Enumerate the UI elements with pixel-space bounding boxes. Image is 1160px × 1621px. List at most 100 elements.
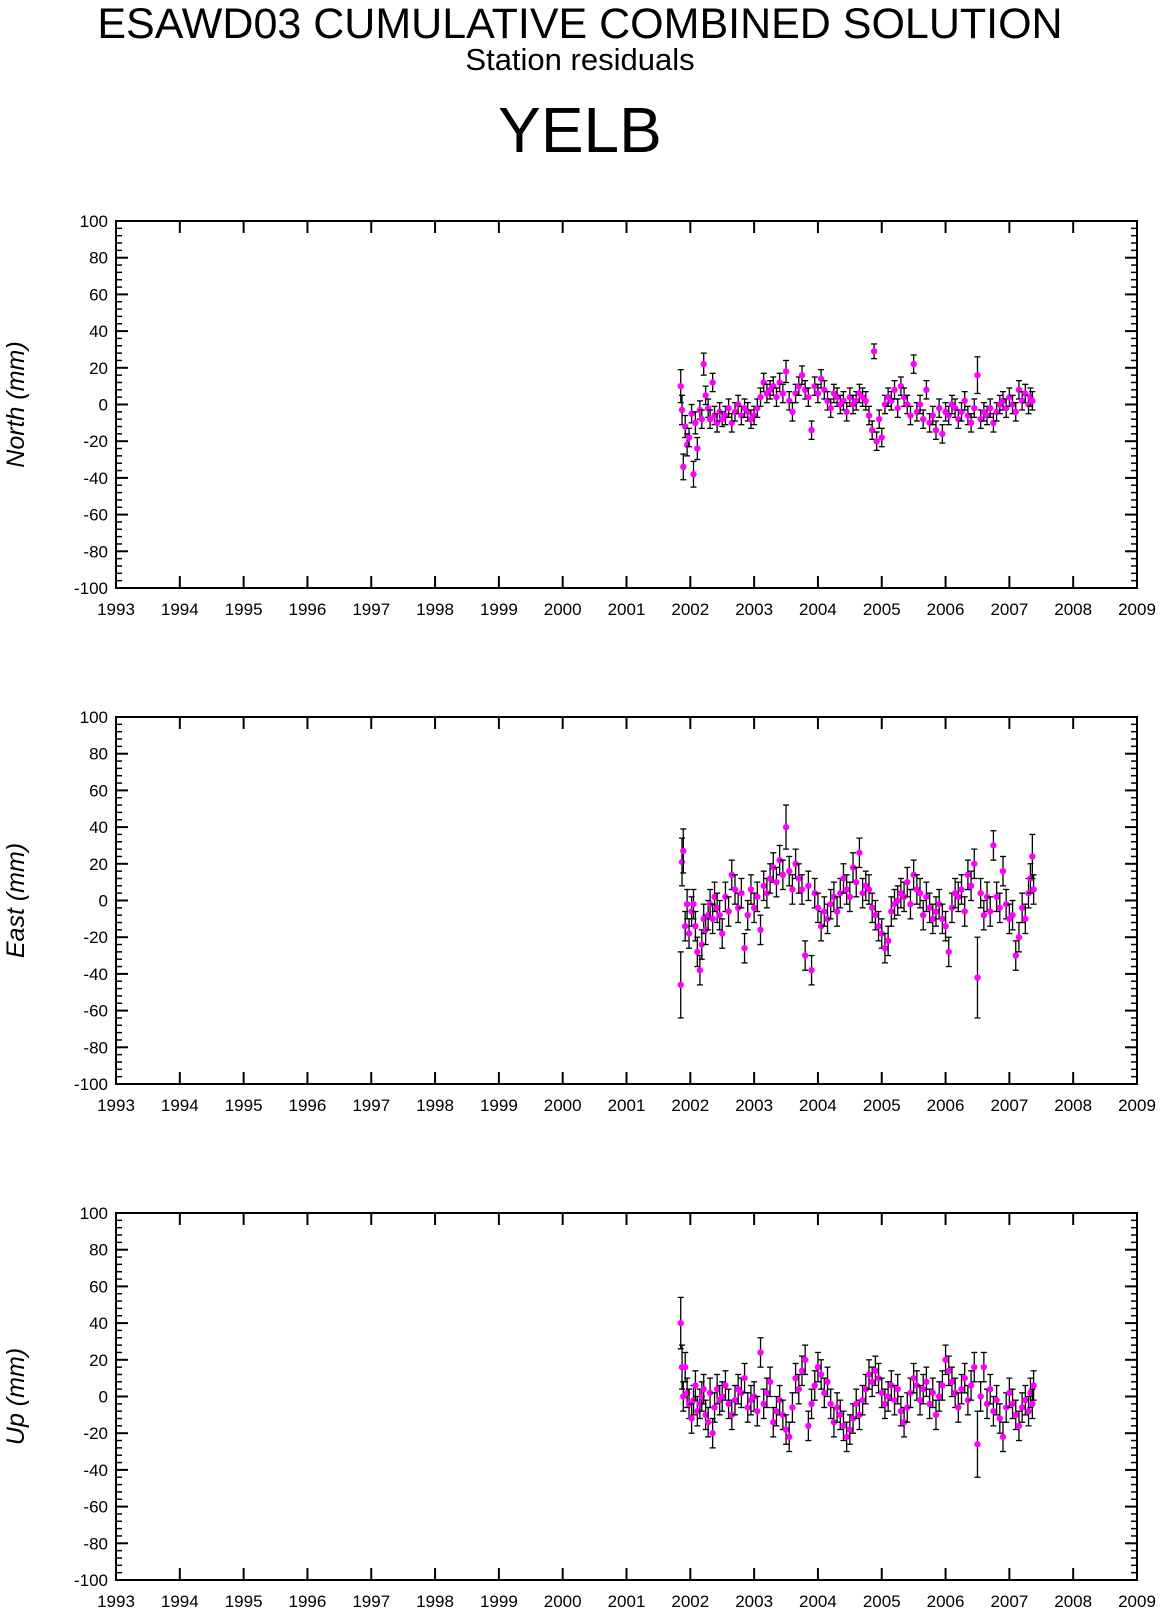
x-tick-label: 2005 — [863, 1592, 901, 1611]
y-tick-label: 40 — [89, 1314, 108, 1333]
y-axis-label: North (mm) — [2, 341, 30, 467]
y-tick-label: 0 — [99, 396, 108, 415]
data-point — [967, 882, 975, 890]
y-tick-label: 100 — [80, 1204, 108, 1223]
x-tick-label: 2009 — [1118, 1096, 1156, 1115]
data-point — [942, 1356, 949, 1364]
y-tick-label: -40 — [83, 1461, 108, 1480]
data-point — [709, 1430, 716, 1437]
data-point — [824, 1378, 831, 1386]
data-point — [706, 415, 714, 423]
data-point — [935, 404, 943, 412]
data-point — [929, 1389, 936, 1397]
data-point — [680, 463, 687, 471]
data-point — [1012, 1411, 1019, 1419]
y-tick-label: -40 — [83, 469, 108, 488]
data-point — [955, 1404, 962, 1411]
x-tick-label: 1995 — [225, 1592, 263, 1611]
data-point — [873, 438, 880, 445]
data-point — [798, 1367, 806, 1375]
data-point — [983, 893, 991, 901]
data-point — [849, 864, 857, 871]
data-point — [722, 893, 729, 901]
data-point — [830, 893, 838, 901]
data-point — [719, 930, 726, 937]
x-tick-label: 1998 — [416, 1096, 454, 1115]
data-point — [939, 1382, 946, 1389]
data-point — [722, 1382, 729, 1389]
data-point — [792, 860, 799, 867]
data-point — [929, 915, 936, 923]
data-point — [913, 1382, 921, 1389]
data-point — [700, 360, 707, 368]
data-point — [932, 908, 940, 915]
data-point — [782, 1426, 790, 1433]
data-point — [776, 856, 783, 864]
data-point — [692, 1382, 699, 1389]
data-point — [856, 1411, 863, 1419]
data-point — [682, 1363, 689, 1371]
data-point — [859, 1396, 866, 1404]
data-point — [980, 911, 988, 919]
data-point — [967, 1382, 975, 1389]
data-point — [817, 1371, 825, 1378]
x-tick-label: 1999 — [480, 600, 518, 619]
x-tick-label: 1994 — [161, 1592, 199, 1611]
data-point — [757, 926, 764, 934]
data-point — [685, 930, 693, 937]
data-point — [920, 415, 927, 423]
data-point — [987, 1385, 994, 1393]
data-point — [971, 860, 978, 867]
data-point — [805, 1422, 812, 1430]
data-point — [694, 948, 701, 956]
data-point — [983, 1400, 991, 1408]
data-point — [884, 1393, 892, 1400]
data-point — [738, 889, 745, 897]
data-point — [694, 1407, 701, 1415]
data-point — [846, 893, 854, 901]
y-tick-label: 80 — [89, 249, 108, 268]
data-point — [993, 1396, 1000, 1404]
data-point — [713, 904, 721, 912]
data-point — [856, 849, 863, 856]
y-tick-label: -100 — [74, 1075, 108, 1094]
data-point — [682, 922, 689, 930]
data-point — [945, 1367, 952, 1375]
data-point — [1025, 1407, 1032, 1415]
data-point — [677, 382, 684, 390]
data-point — [961, 1374, 968, 1382]
data-point — [1022, 1396, 1029, 1404]
data-point — [948, 904, 956, 912]
y-tick-label: 20 — [89, 359, 108, 378]
data-point — [987, 908, 994, 915]
data-point — [904, 878, 911, 886]
data-point — [830, 1418, 838, 1426]
x-tick-label: 1996 — [289, 1592, 327, 1611]
data-point — [754, 1407, 761, 1415]
data-point — [945, 948, 952, 956]
data-point — [773, 1407, 780, 1415]
data-point — [817, 922, 825, 930]
data-point — [894, 897, 901, 904]
data-point — [1015, 1422, 1023, 1430]
data-point — [734, 904, 742, 912]
data-point — [706, 1389, 714, 1397]
y-tick-label: -20 — [83, 1424, 108, 1443]
data-point — [677, 1319, 684, 1327]
y-tick-label: -60 — [83, 1002, 108, 1021]
data-point — [698, 941, 705, 948]
data-point — [958, 1385, 965, 1393]
y-tick-label: 40 — [89, 322, 108, 341]
data-point — [1018, 1404, 1026, 1411]
data-point — [837, 889, 844, 897]
data-point — [811, 1382, 818, 1389]
x-tick-label: 2003 — [735, 1592, 773, 1611]
data-point — [888, 1382, 895, 1389]
y-tick-label: 20 — [89, 855, 108, 874]
x-tick-label: 2000 — [544, 1096, 582, 1115]
data-point — [798, 886, 806, 893]
data-point — [1009, 1400, 1016, 1408]
data-point — [907, 900, 914, 908]
data-point — [827, 900, 834, 908]
